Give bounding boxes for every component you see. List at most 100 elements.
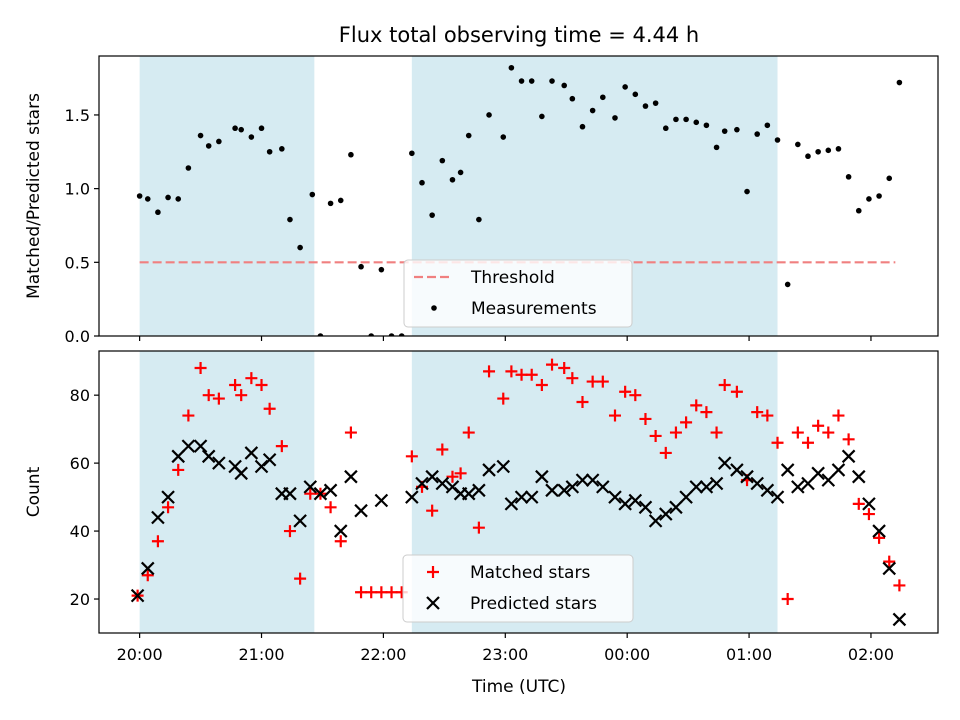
measurements-point-71 bbox=[845, 174, 852, 180]
top-legend: Threshold Measurements bbox=[403, 259, 633, 328]
predicted-stars-point-17 bbox=[293, 514, 307, 528]
top-legend-marker-2 bbox=[431, 305, 437, 311]
measurements-point-69 bbox=[825, 147, 832, 154]
matched-stars-point-14 bbox=[263, 402, 276, 415]
predicted-stars-point-61 bbox=[770, 490, 785, 504]
predicted-stars-point-21 bbox=[333, 524, 348, 538]
predicted-stars-point-9 bbox=[212, 456, 226, 470]
matched-stars-point-52 bbox=[649, 429, 662, 442]
measurements-point-60 bbox=[734, 126, 740, 133]
bottom-legend-marker-1 bbox=[427, 566, 439, 578]
measurements-point-27 bbox=[398, 333, 405, 336]
matched-stars-point-60 bbox=[730, 385, 743, 398]
top-y-tick-label-4: 1.5 bbox=[65, 106, 90, 125]
series-measurements bbox=[136, 64, 903, 336]
measurements-point-23 bbox=[358, 263, 364, 270]
matched-stars-point-54 bbox=[669, 426, 682, 439]
measurements-point-19 bbox=[317, 333, 324, 336]
predicted-stars-point-27 bbox=[425, 469, 439, 484]
predicted-stars-point-24 bbox=[374, 493, 389, 508]
predicted-stars-point-46 bbox=[618, 497, 632, 511]
matched-stars-point-12 bbox=[245, 372, 258, 385]
bottom-axes-frame bbox=[98, 350, 939, 634]
x-tick-label-2: 21:00 bbox=[238, 645, 284, 664]
matched-stars-point-37 bbox=[497, 392, 510, 405]
predicted-stars-point-6 bbox=[181, 439, 196, 453]
matched-stars-point-28 bbox=[405, 450, 418, 463]
measurements-point-51 bbox=[642, 103, 649, 109]
measurements-point-52 bbox=[652, 100, 659, 106]
matched-stars-point-51 bbox=[639, 412, 652, 425]
predicted-stars-point-11 bbox=[234, 466, 248, 481]
predicted-stars-point-22 bbox=[344, 469, 358, 484]
measurements-point-49 bbox=[622, 84, 628, 90]
predicted-stars-point-69 bbox=[851, 469, 866, 484]
bottom-legend-box bbox=[402, 554, 634, 623]
measurements-point-18 bbox=[309, 191, 316, 198]
predicted-stars-point-34 bbox=[496, 459, 511, 474]
measurements-point-39 bbox=[518, 78, 525, 84]
predicted-stars-point-73 bbox=[892, 612, 907, 627]
measurements-point-64 bbox=[774, 137, 781, 143]
measurements-point-21 bbox=[337, 197, 344, 204]
matched-stars-point-64 bbox=[771, 436, 784, 449]
top-y-tick-label-1: 0.0 bbox=[65, 327, 90, 346]
x-tick-label-3: 22:00 bbox=[360, 645, 406, 664]
measurements-point-1 bbox=[136, 193, 143, 199]
measurements-point-56 bbox=[693, 119, 700, 126]
predicted-stars-point-12 bbox=[244, 446, 259, 460]
measurements-point-43 bbox=[561, 82, 568, 89]
matched-stars-point-43 bbox=[558, 361, 571, 374]
matched-stars-point-65 bbox=[781, 593, 794, 606]
predicted-stars-point-43 bbox=[585, 473, 600, 487]
matched-stars-point-44 bbox=[566, 372, 579, 385]
predicted-stars-point-26 bbox=[415, 476, 429, 491]
measurements-point-65 bbox=[784, 281, 791, 288]
matched-stars-point-25 bbox=[375, 586, 388, 599]
predicted-stars-point-48 bbox=[638, 500, 653, 515]
bottom-shaded-interval-1 bbox=[139, 351, 315, 633]
predicted-stars-point-52 bbox=[679, 490, 693, 504]
x-tick-label-5: 00:00 bbox=[604, 645, 650, 664]
predicted-stars-point-66 bbox=[821, 473, 836, 487]
series-predicted-stars bbox=[130, 439, 907, 627]
measurements-point-33 bbox=[457, 169, 464, 176]
matched-stars-point-38 bbox=[505, 365, 518, 378]
matched-stars-point-74 bbox=[873, 531, 886, 544]
measurements-point-53 bbox=[662, 125, 669, 132]
matched-stars-point-31 bbox=[436, 443, 449, 456]
matched-stars-point-17 bbox=[294, 572, 307, 585]
predicted-stars-point-5 bbox=[171, 449, 186, 464]
matched-stars-point-13 bbox=[255, 378, 268, 391]
predicted-stars-point-23 bbox=[354, 503, 368, 518]
measurements-point-42 bbox=[549, 78, 555, 84]
measurements-point-17 bbox=[297, 244, 303, 251]
bottom-y-tick-label-4: 80 bbox=[70, 386, 90, 405]
predicted-stars-point-44 bbox=[596, 480, 610, 494]
matched-stars-point-2 bbox=[141, 569, 154, 582]
predicted-stars-point-4 bbox=[161, 490, 175, 504]
matched-stars-point-7 bbox=[194, 361, 207, 374]
measurements-point-58 bbox=[713, 144, 720, 151]
measurements-point-34 bbox=[465, 132, 472, 139]
predicted-stars-point-32 bbox=[472, 483, 486, 498]
matched-stars-point-70 bbox=[832, 409, 845, 422]
matched-stars-point-3 bbox=[151, 535, 164, 548]
measurements-point-37 bbox=[500, 134, 507, 140]
x-tick-label-4: 23:00 bbox=[482, 645, 528, 664]
matched-stars-point-68 bbox=[812, 419, 825, 432]
measurements-point-41 bbox=[539, 113, 545, 120]
measurements-point-45 bbox=[579, 123, 586, 130]
matched-stars-point-18 bbox=[304, 487, 317, 500]
measurements-point-48 bbox=[612, 115, 618, 121]
measurements-point-35 bbox=[476, 216, 482, 223]
predicted-stars-point-39 bbox=[545, 483, 559, 498]
predicted-stars-point-40 bbox=[557, 483, 571, 498]
top-y-tick-label-3: 1.0 bbox=[65, 180, 90, 199]
predicted-stars-point-25 bbox=[405, 490, 419, 504]
predicted-stars-point-3 bbox=[151, 510, 165, 525]
top-y-axis-label: Matched/Predicted stars bbox=[24, 93, 44, 299]
measurements-point-9 bbox=[216, 138, 222, 145]
measurements-point-8 bbox=[205, 143, 212, 149]
